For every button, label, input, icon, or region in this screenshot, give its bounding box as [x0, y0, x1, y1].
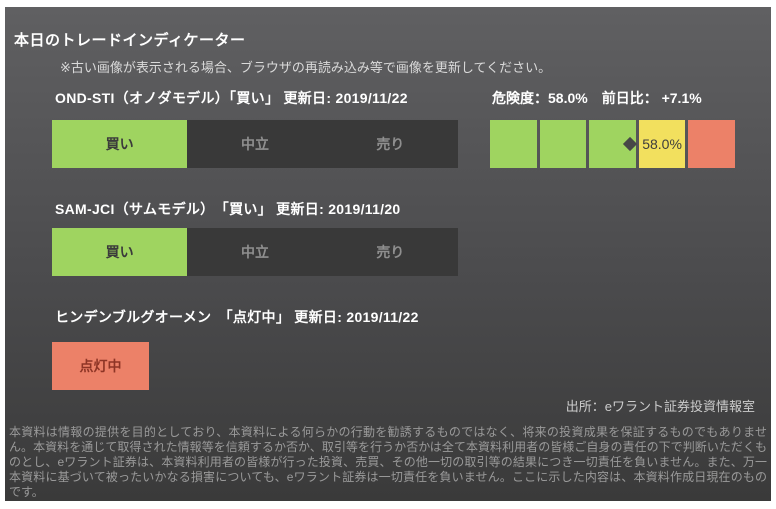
risk-gauge-header: 危険度：58.0% 前日比： +7.1%	[492, 88, 702, 108]
ond-sti-header: OND-STI（オノダモデル）「買い」 更新日: 2019/11/22	[55, 90, 408, 106]
refresh-notice: ※古い画像が表示される場合、ブラウザの再読み込み等で画像を更新してください。	[60, 60, 552, 75]
sam-jci-option-neutral[interactable]: 中立	[187, 228, 323, 276]
gauge-segment-5	[688, 120, 735, 168]
ond-sti-signal-bar: 買い 中立 売り	[52, 120, 458, 168]
gauge-segment-2	[539, 120, 587, 168]
ond-sti-option-buy[interactable]: 買い	[52, 120, 188, 168]
disclaimer-text: 本資料は情報の提供を目的としており、本資料による何らかの行動を勧誘するものではな…	[9, 425, 767, 499]
risk-gauge: 58.0%	[490, 120, 735, 168]
sam-jci-option-buy[interactable]: 買い	[52, 228, 188, 276]
source-caption: 出所：eワラント証券投資情報室	[565, 399, 755, 414]
gauge-segment-1	[490, 120, 537, 168]
page-title: 本日のトレードインディケーター	[14, 32, 246, 49]
sam-jci-option-sell[interactable]: 売り	[322, 228, 458, 276]
hindenburg-status-badge: 点灯中	[52, 342, 149, 390]
trade-indicator-panel: 本日のトレードインディケーター ※古い画像が表示される場合、ブラウザの再読み込み…	[5, 7, 771, 501]
ond-sti-option-sell[interactable]: 売り	[322, 120, 458, 168]
ond-sti-option-neutral[interactable]: 中立	[187, 120, 323, 168]
sam-jci-signal-bar: 買い 中立 売り	[52, 228, 458, 276]
gauge-value-label: 58.0%	[642, 136, 682, 152]
day-change-text: 前日比： +7.1%	[601, 90, 702, 106]
risk-level-text: 危険度：58.0%	[492, 90, 588, 106]
gauge-segment-4: 58.0%	[638, 120, 686, 168]
hindenburg-header: ヒンデンブルグオーメン 「点灯中」 更新日: 2019/11/22	[55, 309, 419, 325]
sam-jci-header: SAM-JCI（サムモデル） 「買い」 更新日: 2019/11/20	[55, 201, 401, 217]
